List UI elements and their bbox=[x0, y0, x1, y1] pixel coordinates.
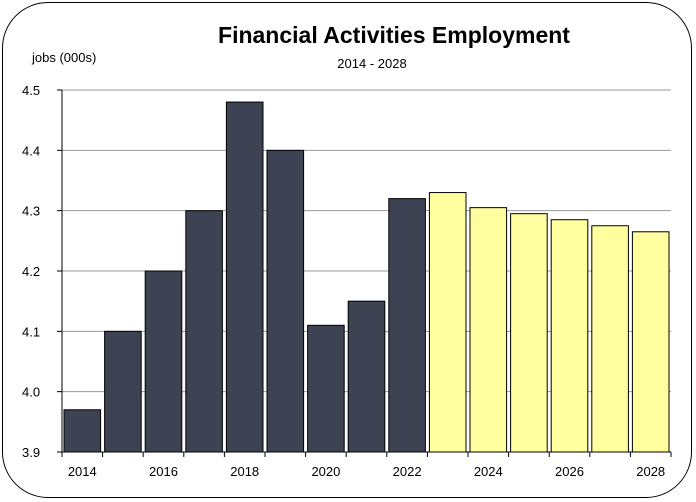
x-tick-label-2028: 2028 bbox=[636, 464, 665, 479]
bar-2016 bbox=[144, 270, 183, 453]
y-tick-labels: 3.9 4.0 4.1 4.2 4.3 4.4 4.5 bbox=[22, 83, 40, 460]
bar-2019 bbox=[266, 149, 305, 453]
x-tick-label-2020: 2020 bbox=[311, 464, 340, 479]
bar-2017 bbox=[185, 210, 223, 453]
y-tick-label: 4.4 bbox=[22, 143, 40, 158]
bar-2024 bbox=[469, 207, 508, 453]
bar-2014 bbox=[63, 409, 102, 453]
x-tick-label-2018: 2018 bbox=[230, 464, 259, 479]
bar-2025 bbox=[510, 213, 548, 453]
y-tick-label: 4.2 bbox=[22, 264, 40, 279]
y-tick-label: 4.1 bbox=[22, 324, 40, 339]
axes bbox=[61, 90, 672, 457]
bar-2026 bbox=[550, 219, 589, 453]
y-tick-label: 3.9 bbox=[22, 445, 40, 460]
bar-2028 bbox=[631, 231, 670, 453]
chart-subtitle: 2014 - 2028 bbox=[337, 56, 407, 71]
y-tick-label: 4.0 bbox=[22, 385, 40, 400]
bar-2015 bbox=[104, 330, 142, 453]
x-tick-label-2016: 2016 bbox=[149, 464, 178, 479]
bars bbox=[63, 101, 670, 453]
chart-title: Financial Activities Employment bbox=[218, 22, 570, 48]
bar-2021 bbox=[347, 300, 386, 453]
x-tick-label-2014: 2014 bbox=[68, 464, 97, 479]
x-tick-label-2026: 2026 bbox=[555, 464, 584, 479]
bar-2022 bbox=[388, 198, 426, 453]
bar-2027 bbox=[591, 225, 629, 453]
bar-2023 bbox=[428, 192, 467, 453]
x-tick-label-2024: 2024 bbox=[474, 464, 503, 479]
bar-2020 bbox=[307, 324, 345, 453]
bar-2018 bbox=[225, 101, 264, 453]
y-axis-label: jobs (000s) bbox=[32, 50, 97, 65]
y-tick-label: 4.5 bbox=[22, 83, 40, 98]
y-tick-label: 4.3 bbox=[22, 204, 40, 219]
x-tick-labels: 2014 2016 2018 2020 2022 2024 2026 2028 bbox=[68, 464, 665, 479]
x-tick-label-2022: 2022 bbox=[393, 464, 422, 479]
